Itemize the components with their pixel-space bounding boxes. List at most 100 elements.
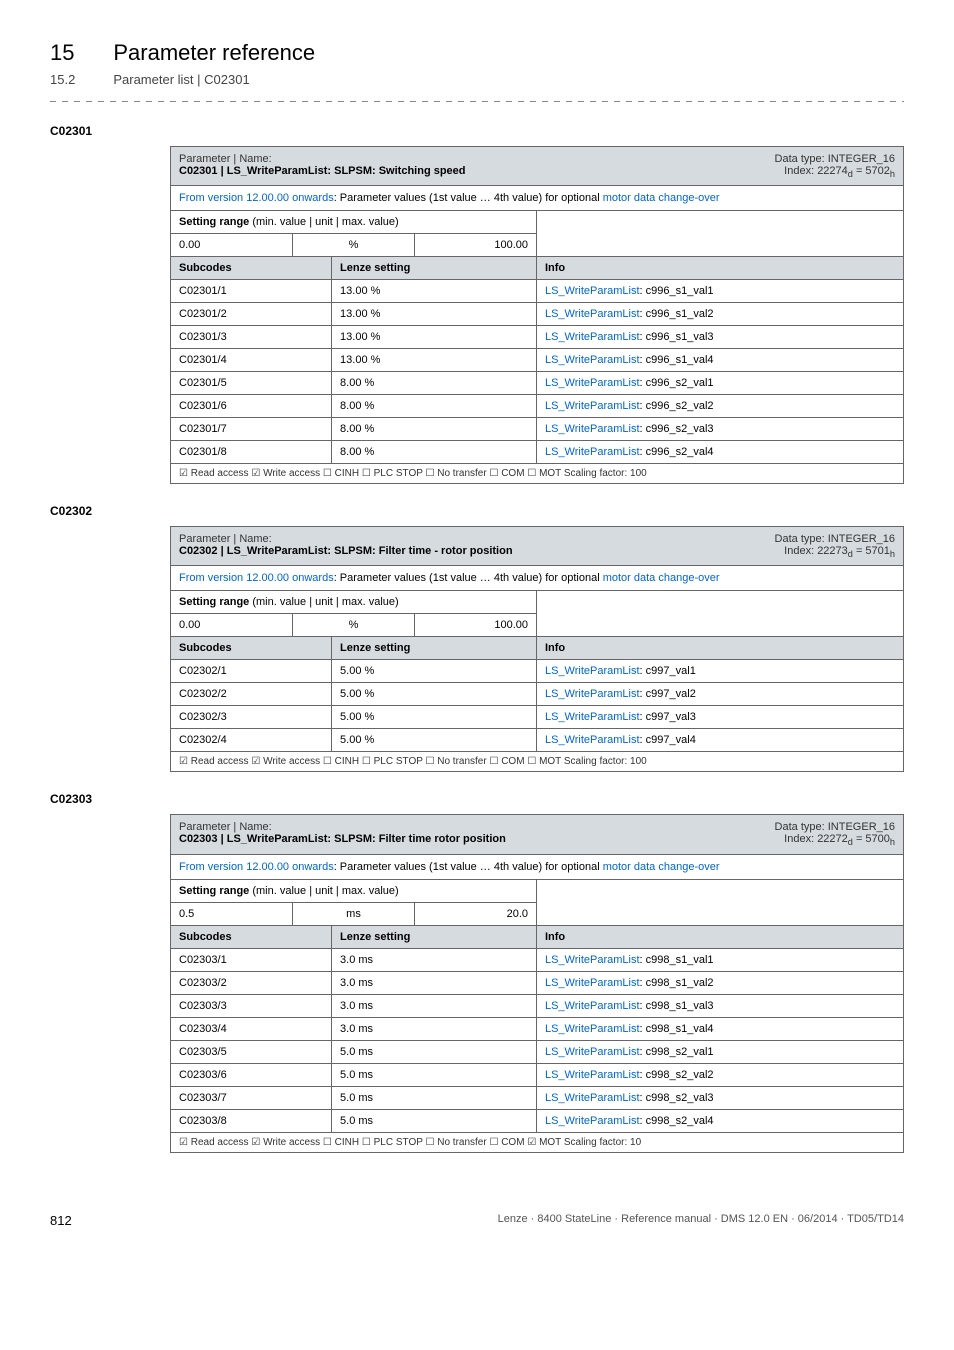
param-block: Parameter | Name:C02302 | LS_WriteParamL… [170, 526, 904, 772]
info-cell: LS_WriteParamList: c996_s1_val2 [537, 303, 903, 325]
info-rest: : c997_val2 [640, 688, 696, 700]
motor-link[interactable]: motor data change-over [603, 572, 720, 584]
info-link[interactable]: LS_WriteParamList [545, 1046, 640, 1058]
info-rest: : c996_s1_val3 [640, 331, 714, 343]
lenze-cell: 5.00 % [332, 729, 537, 751]
param-name-cell: Parameter | Name:C02303 | LS_WriteParamL… [171, 815, 767, 853]
info-link[interactable]: LS_WriteParamList [545, 285, 640, 297]
info-link[interactable]: LS_WriteParamList [545, 423, 640, 435]
info-link[interactable]: LS_WriteParamList [545, 354, 640, 366]
lenze-cell: 13.00 % [332, 303, 537, 325]
access-footer: ☑ Read access ☑ Write access ☐ CINH ☐ PL… [171, 464, 903, 483]
setting-range-cell: Setting range (min. value | unit | max. … [171, 591, 537, 636]
info-rest: : c997_val1 [640, 665, 696, 677]
info-link[interactable]: LS_WriteParamList [545, 688, 640, 700]
info-rest: : c998_s1_val4 [640, 1023, 714, 1035]
version-link[interactable]: From version 12.00.00 onwards [179, 192, 334, 204]
table-row: C02303/43.0 msLS_WriteParamList: c998_s1… [171, 1018, 903, 1041]
info-cell: LS_WriteParamList: c996_s1_val4 [537, 349, 903, 371]
lenze-cell: 5.00 % [332, 660, 537, 682]
info-link[interactable]: LS_WriteParamList [545, 1092, 640, 1104]
param-name-label: Parameter | Name: [179, 153, 759, 165]
info-rest: : c998_s2_val3 [640, 1092, 714, 1104]
motor-link[interactable]: motor data change-over [603, 861, 720, 873]
info-rest: : c996_s1_val4 [640, 354, 714, 366]
access-footer: ☑ Read access ☑ Write access ☐ CINH ☐ PL… [171, 752, 903, 771]
info-link[interactable]: LS_WriteParamList [545, 377, 640, 389]
info-link[interactable]: LS_WriteParamList [545, 1115, 640, 1127]
info-link[interactable]: LS_WriteParamList [545, 308, 640, 320]
info-link[interactable]: LS_WriteParamList [545, 1023, 640, 1035]
range-empty [537, 880, 903, 925]
param-block: Parameter | Name:C02301 | LS_WriteParamL… [170, 146, 904, 484]
info-link[interactable]: LS_WriteParamList [545, 977, 640, 989]
motor-link[interactable]: motor data change-over [603, 192, 720, 204]
info-link[interactable]: LS_WriteParamList [545, 400, 640, 412]
lenze-header: Lenze setting [332, 637, 537, 659]
info-cell: LS_WriteParamList: c998_s1_val1 [537, 949, 903, 971]
datatype-cell: Data type: INTEGER_16Index: 22272d = 570… [767, 815, 903, 853]
subcode-cell: C02302/4 [171, 729, 332, 751]
page-header: 15 Parameter reference [50, 40, 904, 66]
info-header: Info [537, 257, 903, 279]
setting-range-cell: Setting range (min. value | unit | max. … [171, 880, 537, 925]
lenze-cell: 3.0 ms [332, 1018, 537, 1040]
param-code-heading: C02303 [50, 792, 904, 806]
table-row: C02303/65.0 msLS_WriteParamList: c998_s2… [171, 1064, 903, 1087]
lenze-cell: 5.00 % [332, 683, 537, 705]
info-cell: LS_WriteParamList: c997_val1 [537, 660, 903, 682]
info-link[interactable]: LS_WriteParamList [545, 711, 640, 723]
range-unit: % [293, 614, 415, 636]
version-text: : Parameter values (1st value … 4th valu… [334, 572, 603, 584]
lenze-header: Lenze setting [332, 257, 537, 279]
divider [50, 101, 904, 102]
version-text: : Parameter values (1st value … 4th valu… [334, 192, 603, 204]
param-block: Parameter | Name:C02303 | LS_WriteParamL… [170, 814, 904, 1152]
param-name-label: Parameter | Name: [179, 821, 759, 833]
table-row: C02303/33.0 msLS_WriteParamList: c998_s1… [171, 995, 903, 1018]
table-row: C02302/25.00 %LS_WriteParamList: c997_va… [171, 683, 903, 706]
subcodes-header: Subcodes [171, 637, 332, 659]
range-max: 100.00 [415, 614, 536, 636]
info-link[interactable]: LS_WriteParamList [545, 331, 640, 343]
info-rest: : c998_s2_val2 [640, 1069, 714, 1081]
version-link[interactable]: From version 12.00.00 onwards [179, 861, 334, 873]
param-code-heading: C02301 [50, 124, 904, 138]
info-cell: LS_WriteParamList: c997_val2 [537, 683, 903, 705]
lenze-header: Lenze setting [332, 926, 537, 948]
subcode-cell: C02301/4 [171, 349, 332, 371]
info-link[interactable]: LS_WriteParamList [545, 1069, 640, 1081]
datatype-line2: Index: 22273d = 5701h [775, 545, 895, 559]
lenze-cell: 5.0 ms [332, 1087, 537, 1109]
subcode-cell: C02301/8 [171, 441, 332, 463]
range-min: 0.00 [171, 234, 293, 256]
subcode-cell: C02301/1 [171, 280, 332, 302]
range-unit: % [293, 234, 415, 256]
info-link[interactable]: LS_WriteParamList [545, 954, 640, 966]
table-row: C02303/55.0 msLS_WriteParamList: c998_s2… [171, 1041, 903, 1064]
page-number: 812 [50, 1213, 72, 1228]
subcode-cell: C02302/2 [171, 683, 332, 705]
lenze-cell: 8.00 % [332, 441, 537, 463]
range-header: Setting range (min. value | unit | max. … [171, 880, 536, 903]
param-name-value: C02301 | LS_WriteParamList: SLPSM: Switc… [179, 165, 759, 177]
access-footer: ☑ Read access ☑ Write access ☐ CINH ☐ PL… [171, 1133, 903, 1152]
lenze-cell: 13.00 % [332, 326, 537, 348]
info-link[interactable]: LS_WriteParamList [545, 734, 640, 746]
section-header: 15.2 Parameter list | C02301 [50, 72, 904, 87]
range-empty [537, 591, 903, 636]
range-min: 0.5 [171, 903, 293, 925]
version-link[interactable]: From version 12.00.00 onwards [179, 572, 334, 584]
lenze-cell: 3.0 ms [332, 995, 537, 1017]
subcode-cell: C02301/6 [171, 395, 332, 417]
param-name-value: C02303 | LS_WriteParamList: SLPSM: Filte… [179, 833, 759, 845]
info-link[interactable]: LS_WriteParamList [545, 446, 640, 458]
info-cell: LS_WriteParamList: c996_s2_val2 [537, 395, 903, 417]
chapter-number: 15 [50, 40, 110, 66]
version-link-row: From version 12.00.00 onwards: Parameter… [171, 855, 903, 880]
table-row: C02302/15.00 %LS_WriteParamList: c997_va… [171, 660, 903, 683]
info-link[interactable]: LS_WriteParamList [545, 1000, 640, 1012]
chapter-title: Parameter reference [113, 40, 315, 65]
info-link[interactable]: LS_WriteParamList [545, 665, 640, 677]
datatype-line2: Index: 22272d = 5700h [775, 833, 895, 847]
